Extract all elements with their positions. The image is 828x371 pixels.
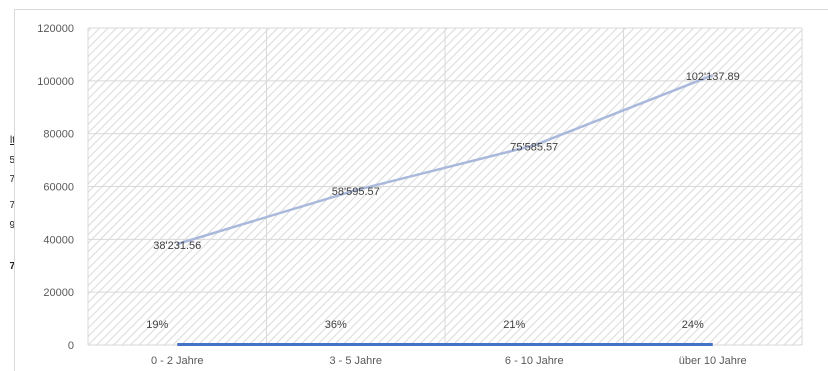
- data-label: 36%: [325, 319, 347, 331]
- y-tick-label: 60000: [43, 182, 74, 194]
- y-tick-label: 100000: [37, 76, 74, 88]
- data-label: 38'231.56: [153, 240, 201, 252]
- line-chart: 0 20000 40000 60000 80000 100000 120000 0 - 2 …: [37, 23, 803, 367]
- left-table-total-fragment: 7: [9, 261, 15, 272]
- data-label: 58'595.57: [332, 186, 380, 198]
- y-tick-label: 20000: [43, 287, 74, 299]
- data-label: 19%: [146, 319, 168, 331]
- y-tick-label: 120000: [37, 23, 74, 35]
- x-tick-label: 0 - 2 Jahre: [151, 355, 204, 367]
- x-axis-tick-labels: 0 - 2 Jahre 3 - 5 Jahre 6 - 10 Jahre über 1…: [151, 355, 747, 367]
- data-label: 75'585.57: [510, 141, 558, 153]
- y-tick-label: 40000: [43, 234, 74, 246]
- left-table-row-fragment: 9: [9, 220, 15, 231]
- series-layer: [176, 74, 714, 346]
- series-line: [176, 74, 714, 246]
- x-tick-label: 3 - 5 Jahre: [329, 355, 382, 367]
- data-label: 21%: [503, 319, 525, 331]
- left-table-row-fragment: 5: [9, 155, 15, 166]
- data-label: 102'137.89: [686, 71, 740, 83]
- x-tick-label: über 10 Jahre: [679, 355, 747, 367]
- y-tick-label: 80000: [43, 129, 74, 141]
- data-label: 24%: [682, 319, 704, 331]
- data-labels: 38'231.56 58'595.57 75'585.57 102'137.89 19%…: [146, 71, 740, 331]
- left-table-header-fragment: lt: [10, 135, 15, 146]
- y-tick-label: 0: [68, 340, 74, 352]
- y-axis-tick-labels: 0 20000 40000 60000 80000 100000 120000: [37, 23, 74, 352]
- left-table-row-fragment: 7: [9, 174, 15, 185]
- chart-frame: 0 20000 40000 60000 80000 100000 120000 0 - 2 …: [14, 9, 828, 371]
- left-table-row-fragment: 7: [9, 200, 15, 211]
- x-tick-label: 6 - 10 Jahre: [505, 355, 564, 367]
